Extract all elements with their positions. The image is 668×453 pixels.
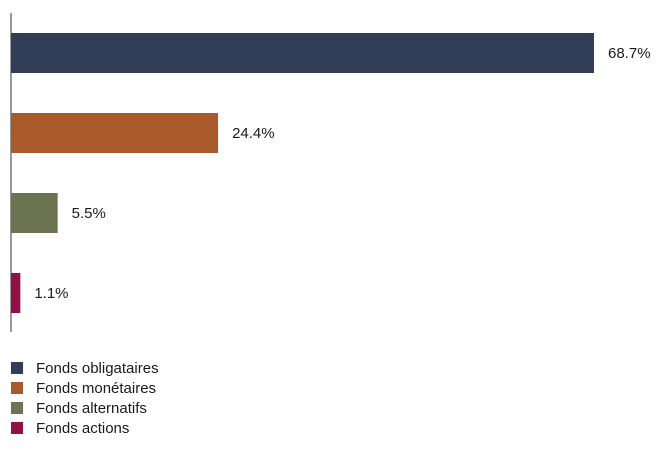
legend-label: Fonds alternatifs	[36, 399, 147, 417]
legend-label: Fonds obligataires	[36, 359, 159, 377]
legend-swatch	[11, 382, 23, 394]
bar-value-label-4: 1.1%	[34, 285, 68, 302]
legend-swatch	[11, 402, 23, 414]
legend-item-3: Fonds alternatifs	[11, 398, 159, 418]
bar-chart: 68.7% 24.4% 5.5% 1.1%	[10, 13, 651, 332]
bar-1	[11, 33, 594, 73]
legend-item-4: Fonds actions	[11, 418, 159, 438]
legend-item-1: Fonds obligataires	[11, 358, 159, 378]
bar-value-label-3: 5.5%	[72, 205, 106, 222]
legend-swatch	[11, 422, 23, 434]
legend-label: Fonds monétaires	[36, 379, 157, 397]
bar-value-label-2: 24.4%	[232, 125, 275, 142]
bar-4	[11, 273, 21, 313]
legend-swatch	[11, 362, 23, 374]
bar-3	[11, 193, 58, 233]
legend: Fonds obligataires Fonds monétaires Fonds …	[11, 358, 159, 438]
bar-2	[11, 113, 219, 153]
legend-item-2: Fonds monétaires	[11, 378, 159, 398]
bar-value-label-1: 68.7%	[608, 45, 651, 62]
legend-label: Fonds actions	[36, 419, 130, 437]
